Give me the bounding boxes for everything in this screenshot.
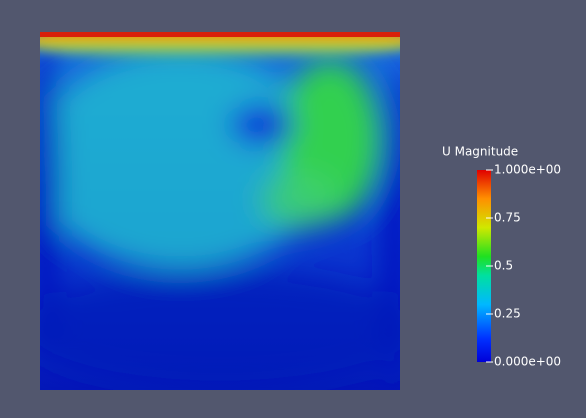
velocity-field [40,32,400,390]
colorbar-tick-label: 0.5 [494,259,513,273]
colorbar-tick-label: 0.000e+00 [494,355,561,369]
colorbar-tick-label: 0.75 [494,211,521,225]
colorbar-tick-label: 1.000e+00 [494,163,561,177]
colorbar-title: U Magnitude [442,145,518,159]
colorbar-tick-label: 0.25 [494,307,521,321]
